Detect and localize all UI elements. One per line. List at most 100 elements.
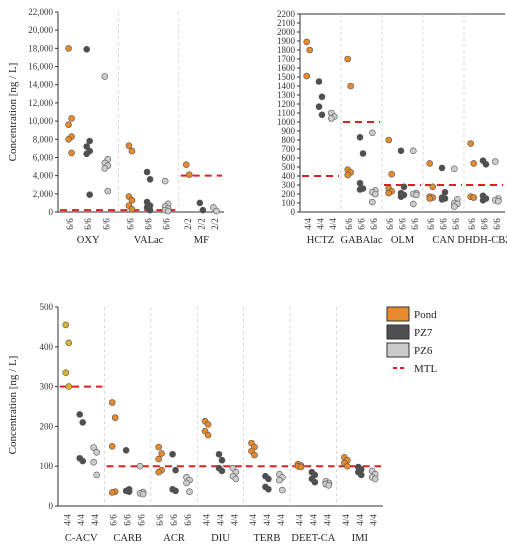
data-point-pz7	[265, 485, 272, 493]
data-point-pz6	[161, 177, 169, 185]
data-point-pz6	[186, 488, 193, 495]
sample-count-label: 6/6	[410, 218, 420, 230]
data-point-pz6	[104, 187, 112, 195]
data-point-pz6	[183, 479, 190, 487]
data-point-pz7	[359, 150, 367, 157]
y-tick-label: 1800	[277, 45, 296, 55]
y-tick-label: 800	[282, 135, 296, 145]
data-point-pz7	[441, 188, 449, 196]
sample-count-label: 4/4	[262, 514, 272, 526]
data-point-pz7	[86, 137, 93, 145]
data-point-pz7	[172, 466, 179, 474]
data-point-pz6	[93, 471, 100, 479]
data-point-pz7	[83, 143, 90, 150]
data-point-pz7	[199, 206, 207, 214]
data-point-pond	[128, 205, 136, 213]
y-tick-label: 2100	[277, 18, 296, 28]
data-point-pond	[303, 38, 311, 46]
data-point-pond	[426, 195, 434, 202]
data-point-pz7	[265, 475, 272, 483]
data-point-pz7	[146, 206, 154, 214]
y-tick-label: 1300	[277, 90, 296, 100]
data-point-pz6	[101, 165, 109, 172]
y-tick-label: 10,000	[28, 116, 53, 126]
sample-count-label: 4/4	[229, 514, 239, 526]
data-point-pond	[344, 462, 351, 470]
data-point-pz7	[143, 168, 151, 176]
y-tick-label: 300	[40, 382, 54, 392]
data-point-pz7	[397, 193, 405, 200]
y-tick-label: 2,000	[33, 189, 54, 199]
y-tick-label: 400	[282, 171, 296, 181]
data-point-pz7	[400, 183, 408, 191]
data-point-pond	[388, 170, 396, 178]
data-point-pond	[65, 383, 73, 390]
data-point-pz7	[86, 191, 93, 199]
group-label: CAN	[432, 235, 455, 246]
data-point-pz6	[450, 203, 458, 210]
sample-count-label: 6/6	[109, 514, 119, 526]
sample-count-label: 6/6	[162, 218, 172, 230]
data-point-pond	[65, 45, 72, 52]
sample-count-label: 6/6	[439, 218, 449, 230]
sample-count-label: 4/4	[328, 218, 338, 230]
y-tick-label: 900	[282, 126, 296, 136]
data-point-pond	[470, 160, 478, 167]
data-point-pz7	[318, 111, 326, 119]
data-point-pz7	[122, 446, 130, 454]
data-point-pz6	[371, 475, 379, 483]
data-point-pz6	[93, 448, 100, 456]
group-label: OLM	[391, 235, 415, 246]
y-tick-label: 0	[49, 207, 54, 217]
data-point-pz7	[218, 467, 226, 475]
y-tick-label: 200	[40, 421, 54, 431]
data-point-pond	[470, 194, 478, 201]
data-point-pond	[155, 468, 162, 476]
sample-count-label: 6/6	[101, 218, 111, 230]
data-point-pz7	[172, 487, 179, 495]
y-tick-label: 12,000	[28, 98, 53, 108]
data-point-pond	[65, 135, 72, 143]
data-point-pond	[347, 82, 355, 90]
y-tick-label: 1000	[277, 117, 296, 127]
y-tick-label: 100	[40, 461, 54, 471]
sample-count-label: 6/6	[480, 218, 490, 230]
group-label: CARB	[113, 533, 142, 544]
y-tick-label: 2200	[277, 9, 296, 19]
data-point-pond	[155, 455, 162, 463]
data-point-pz7	[169, 450, 176, 458]
sample-count-label: 6/6	[426, 218, 436, 230]
legend-swatch-pond	[386, 306, 410, 322]
data-point-pz6	[232, 475, 240, 483]
data-point-pz7	[438, 196, 446, 203]
y-tick-label: 18,000	[28, 43, 53, 53]
data-point-pond	[62, 369, 70, 376]
group-label: IMI	[352, 533, 369, 544]
y-tick-label: 16,000	[28, 62, 53, 72]
sample-count-label: 4/4	[303, 218, 313, 230]
group-label: OXY	[77, 235, 100, 246]
sample-count-label: 6/6	[369, 218, 379, 230]
sample-count-label: 6/6	[398, 218, 408, 230]
data-point-pz7	[438, 164, 446, 172]
data-point-pz6	[371, 190, 379, 198]
data-point-pond	[108, 489, 116, 496]
data-point-pz7	[125, 488, 133, 495]
data-point-pz7	[318, 93, 326, 101]
data-point-pz7	[357, 471, 365, 479]
data-point-pz6	[450, 165, 458, 173]
y-tick-label: 1500	[277, 72, 296, 82]
y-tick-label: 4,000	[33, 171, 54, 181]
data-point-pz6	[409, 200, 417, 208]
data-point-pz7	[482, 161, 490, 168]
sample-count-label: 6/6	[144, 218, 154, 230]
y-tick-label: 1600	[277, 63, 296, 73]
data-point-pond	[303, 72, 311, 80]
data-point-pz7	[196, 199, 204, 207]
data-point-pz6	[412, 191, 420, 199]
sample-count-label: 4/4	[294, 514, 304, 526]
data-point-pz7	[397, 147, 405, 155]
data-point-pz7	[146, 175, 154, 183]
sample-count-label: 6/6	[451, 218, 461, 230]
